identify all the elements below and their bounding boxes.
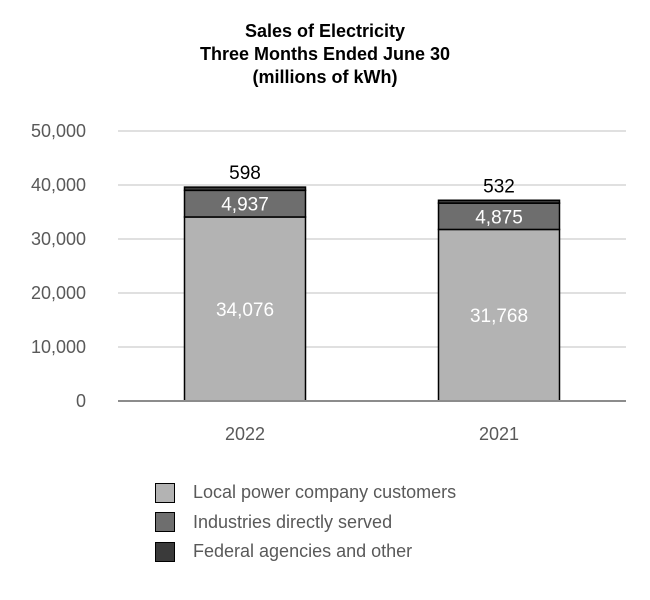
legend-label-local-power: Local power company customers (193, 482, 457, 503)
x-tick-label: 2021 (479, 424, 519, 444)
bar-chart: 0 10,000 20,000 30,000 40,000 50,000 34,076 4,9… (31, 121, 626, 444)
legend-item-local-power: Local power company customers (155, 478, 456, 508)
data-label: 31,768 (470, 306, 528, 327)
y-tick-label: 30,000 (31, 229, 86, 249)
chart-title-line-2: Three Months Ended June 30 (199, 44, 451, 64)
legend-label-industries: Industries directly served (193, 511, 393, 532)
legend-item-industries: Industries directly served (155, 508, 456, 538)
legend-label-federal: Federal agencies and other (193, 541, 413, 562)
y-tick-label: 10,000 (31, 337, 86, 357)
y-tick-label: 50,000 (31, 121, 86, 141)
data-label: 4,875 (475, 207, 523, 228)
legend: Local power company customers Industries… (155, 478, 456, 567)
data-label: 532 (483, 176, 515, 197)
y-tick-label: 0 (76, 391, 86, 411)
bar-segment (437, 202, 561, 231)
chart-title-line-3: (millions of kWh) (252, 67, 398, 87)
y-tick-label: 40,000 (31, 175, 86, 195)
legend-swatch-local-power (155, 482, 175, 503)
chart-title-line-1: Sales of Electricity (244, 21, 406, 41)
legend-swatch-industries (155, 512, 175, 533)
data-label: 34,076 (216, 300, 274, 321)
bar-segment (183, 186, 307, 192)
y-tick-label: 20,000 (31, 283, 86, 303)
chart-title: Sales of Electricity Three Months Ended … (0, 20, 650, 89)
bar-segment (437, 199, 561, 204)
legend-swatch-federal (155, 541, 175, 562)
legend-item-federal: Federal agencies and other (155, 537, 456, 567)
data-label: 598 (229, 163, 261, 184)
data-label: 4,937 (221, 195, 269, 216)
x-tick-label: 2022 (225, 424, 265, 444)
